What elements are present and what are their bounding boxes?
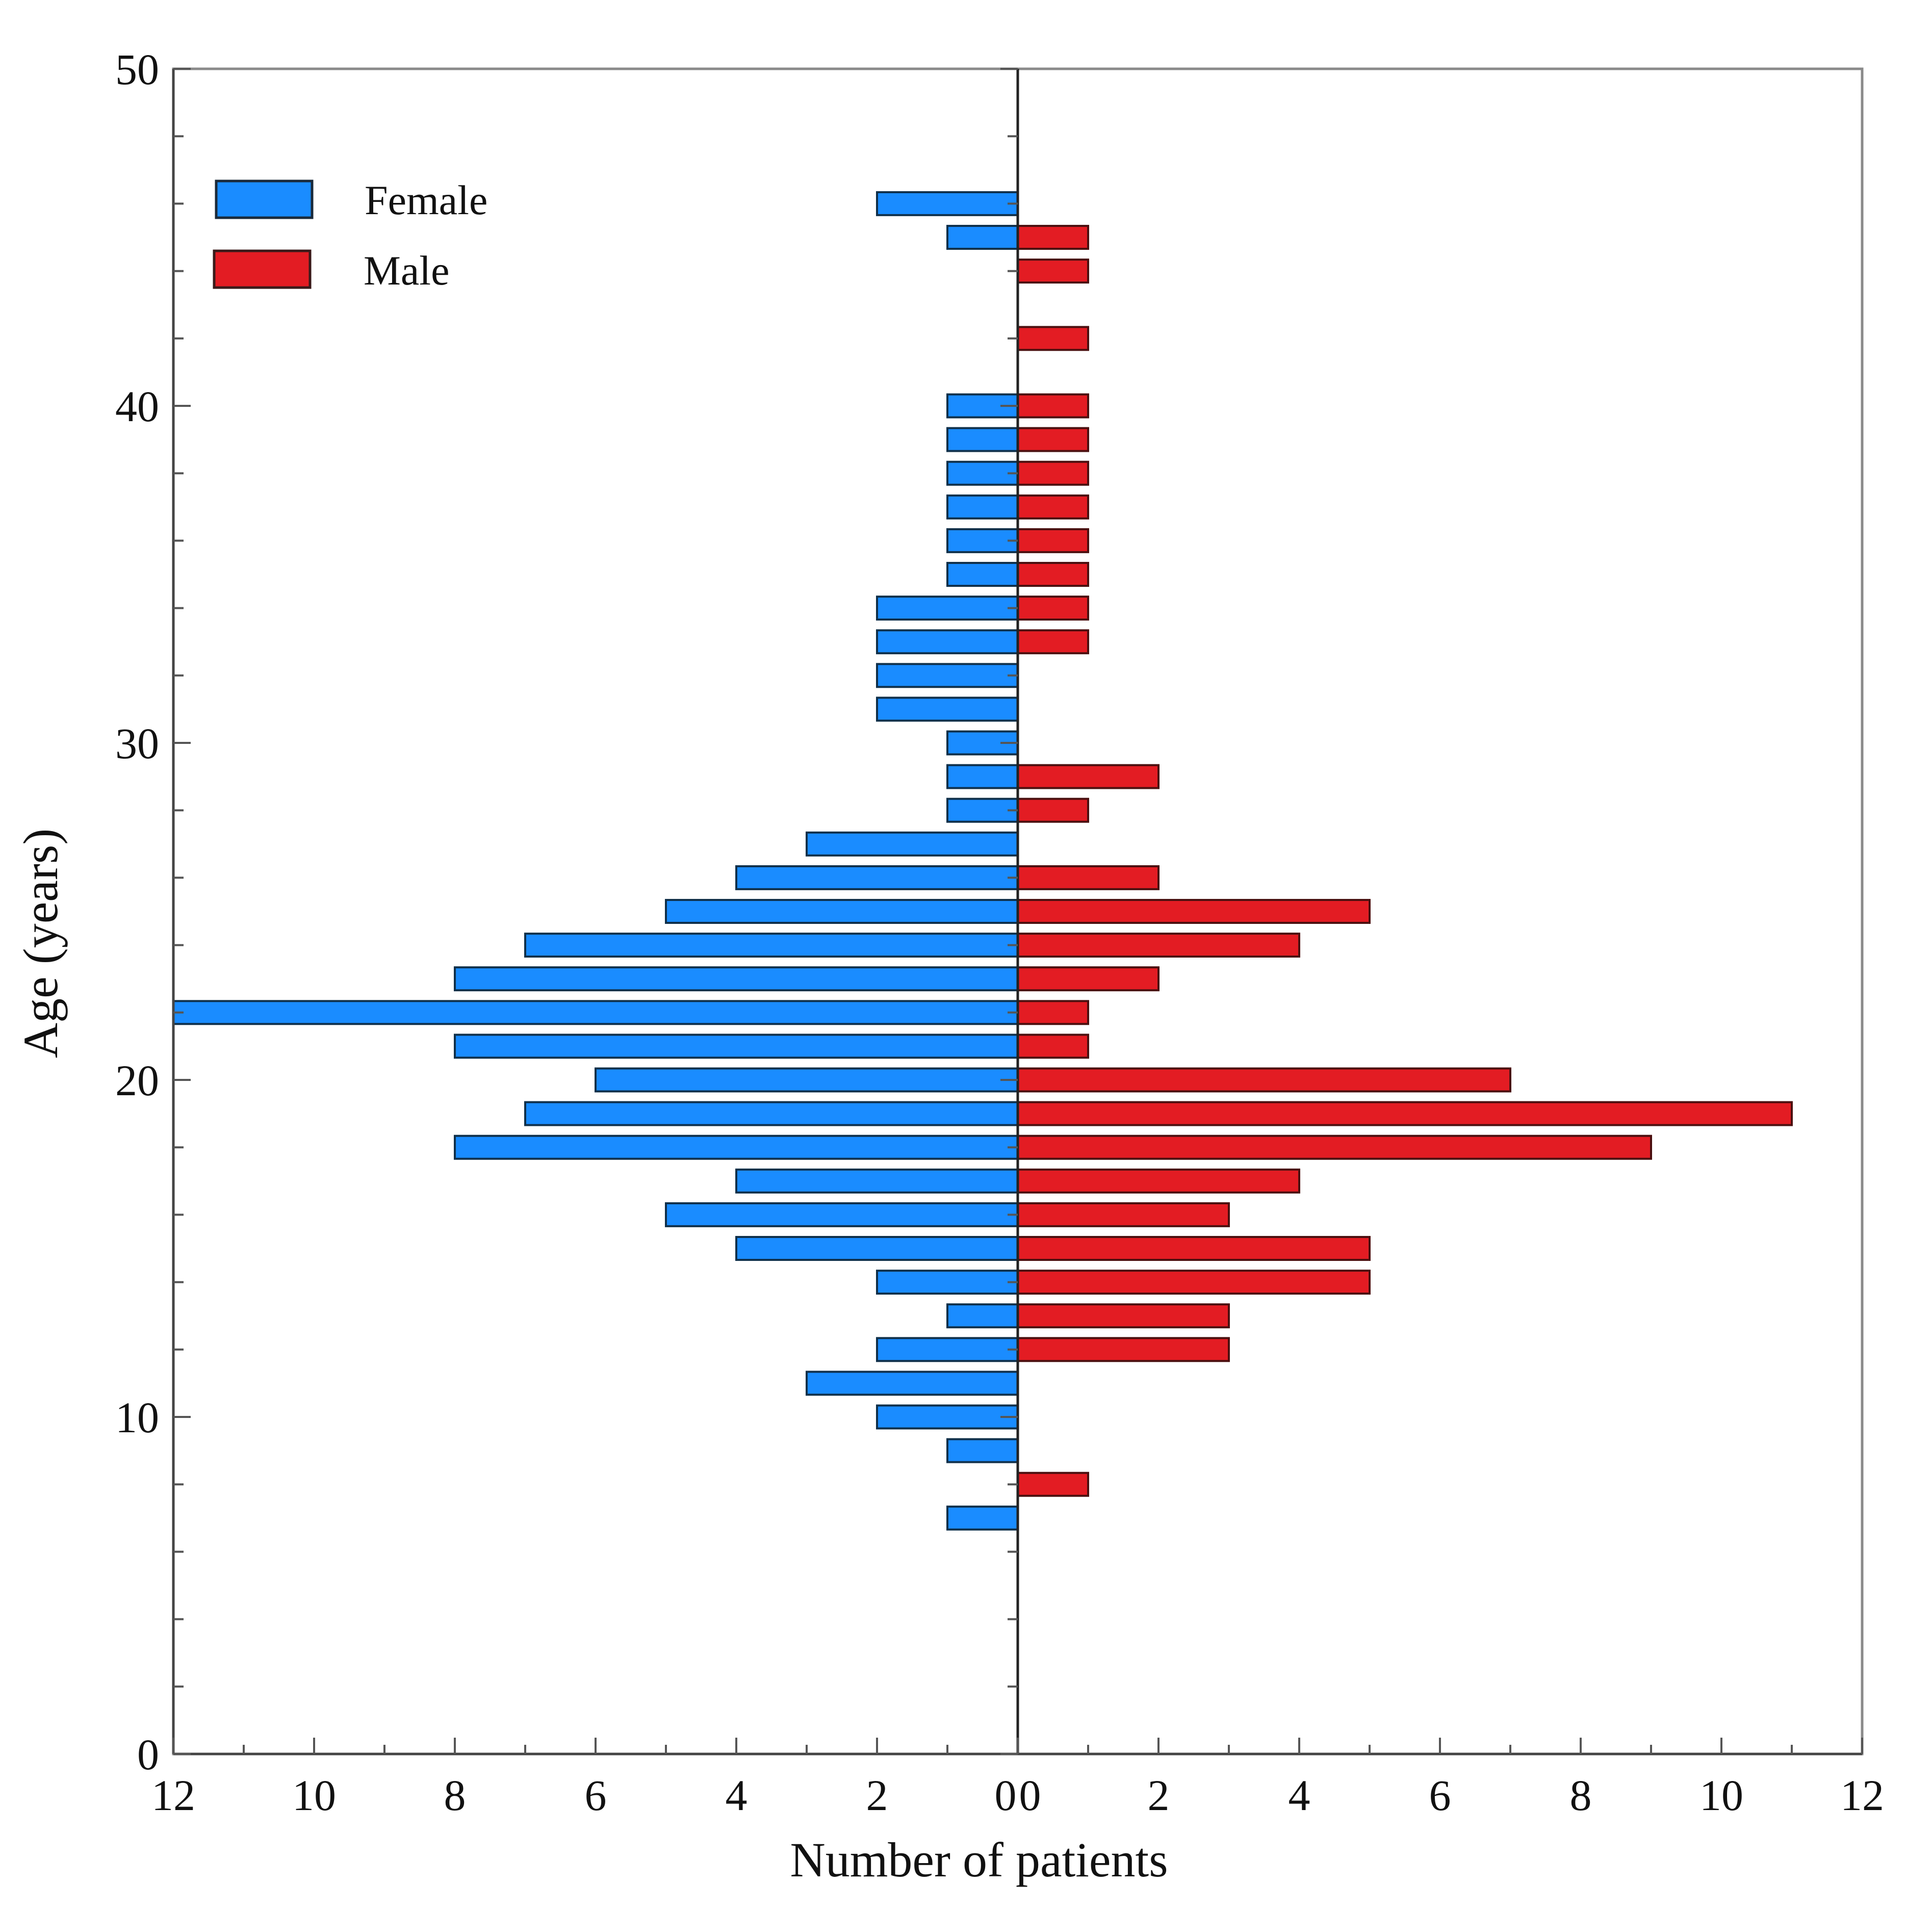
bar-male-age-34 — [1017, 596, 1089, 621]
bar-female-age-12 — [876, 1337, 1019, 1362]
bar-female-age-20 — [595, 1067, 1019, 1093]
legend-swatch-female — [215, 179, 314, 219]
y-tick-label: 50 — [115, 45, 159, 94]
bar-female-age-32 — [876, 663, 1019, 688]
x-left-tick-label: 10 — [292, 1771, 336, 1820]
bar-female-age-17 — [735, 1168, 1019, 1194]
x-right-tick-label: 6 — [1429, 1771, 1451, 1820]
bar-female-age-22 — [172, 1000, 1019, 1025]
x-left-tick-label: 2 — [866, 1771, 888, 1820]
bar-male-age-37 — [1017, 494, 1089, 520]
bar-female-age-10 — [876, 1404, 1019, 1430]
bar-female-age-18 — [454, 1134, 1019, 1160]
bar-male-age-36 — [1017, 528, 1089, 553]
bar-male-age-18 — [1017, 1134, 1652, 1160]
x-axis-title: Number of patients — [790, 1832, 1168, 1887]
bar-female-age-26 — [735, 865, 1019, 890]
bar-female-age-21 — [454, 1034, 1019, 1059]
bars — [172, 191, 1793, 1531]
bar-female-age-36 — [946, 528, 1019, 553]
bar-male-age-29 — [1017, 764, 1160, 789]
bar-male-age-21 — [1017, 1034, 1089, 1059]
legend: Female Male — [213, 177, 487, 294]
bar-female-age-37 — [946, 494, 1019, 520]
x-right-tick-label: 10 — [1699, 1771, 1743, 1820]
bar-male-age-40 — [1017, 393, 1089, 419]
y-tick-label: 0 — [137, 1730, 159, 1779]
x-left-tick-label: 0 — [995, 1771, 1017, 1820]
bar-female-age-28 — [946, 797, 1019, 823]
axes — [172, 68, 1863, 1756]
bar-female-age-46 — [876, 191, 1019, 216]
y-tick-label: 20 — [115, 1056, 159, 1105]
bar-male-age-45 — [1017, 225, 1089, 250]
bar-male-age-28 — [1017, 797, 1089, 823]
bar-male-age-39 — [1017, 427, 1089, 452]
legend-label-male: Male — [364, 247, 449, 294]
bar-male-age-35 — [1017, 562, 1089, 587]
bar-female-age-24 — [524, 933, 1019, 958]
bar-male-age-20 — [1017, 1067, 1511, 1093]
y-tick-label: 40 — [115, 382, 159, 431]
x-left-tick-label: 6 — [585, 1771, 607, 1820]
bar-female-age-11 — [806, 1371, 1019, 1396]
x-right-tick-label: 4 — [1289, 1771, 1310, 1820]
bar-male-age-44 — [1017, 259, 1089, 284]
bar-male-age-12 — [1017, 1337, 1230, 1362]
y-tick-label: 30 — [115, 719, 159, 768]
bar-female-age-25 — [665, 899, 1019, 924]
bar-female-age-29 — [946, 764, 1019, 789]
bar-female-age-38 — [946, 460, 1019, 486]
x-left-tick-label: 8 — [444, 1771, 466, 1820]
bar-male-age-38 — [1017, 460, 1089, 486]
bar-female-age-27 — [806, 831, 1019, 857]
bar-male-age-26 — [1017, 865, 1160, 890]
bar-female-age-16 — [665, 1202, 1019, 1227]
bar-male-age-42 — [1017, 326, 1089, 351]
bar-female-age-13 — [946, 1303, 1019, 1329]
bar-female-age-9 — [946, 1438, 1019, 1463]
bar-male-age-17 — [1017, 1168, 1300, 1194]
bar-male-age-33 — [1017, 629, 1089, 655]
x-right-tick-label: 8 — [1570, 1771, 1592, 1820]
bar-male-age-25 — [1017, 899, 1371, 924]
bar-male-age-22 — [1017, 1000, 1089, 1025]
bar-female-age-45 — [946, 225, 1019, 250]
x-left-tick-label: 12 — [151, 1771, 195, 1820]
x-right-tick-label: 0 — [1019, 1771, 1041, 1820]
bar-male-age-23 — [1017, 966, 1160, 992]
bar-male-age-14 — [1017, 1270, 1371, 1295]
bar-male-age-19 — [1017, 1101, 1793, 1126]
bar-female-age-19 — [524, 1101, 1019, 1126]
y-tick-label: 10 — [115, 1393, 159, 1442]
bar-female-age-7 — [946, 1505, 1019, 1531]
bar-female-age-39 — [946, 427, 1019, 452]
x-right-tick-label: 12 — [1840, 1771, 1884, 1820]
x-left-tick-label: 4 — [726, 1771, 748, 1820]
bar-male-age-8 — [1017, 1472, 1089, 1497]
bar-male-age-15 — [1017, 1236, 1371, 1261]
bar-male-age-16 — [1017, 1202, 1230, 1227]
bar-female-age-34 — [876, 596, 1019, 621]
bar-female-age-31 — [876, 696, 1019, 722]
bar-female-age-14 — [876, 1270, 1019, 1295]
bar-male-age-24 — [1017, 933, 1300, 958]
x-right-tick-label: 2 — [1148, 1771, 1170, 1820]
bar-female-age-15 — [735, 1236, 1019, 1261]
bar-male-age-13 — [1017, 1303, 1230, 1329]
legend-label-female: Female — [365, 177, 487, 223]
bar-female-age-35 — [946, 562, 1019, 587]
bar-female-age-33 — [876, 629, 1019, 655]
legend-swatch-male — [213, 249, 312, 289]
bar-female-age-23 — [454, 966, 1019, 992]
y-axis-title: Age (years) — [13, 829, 68, 1058]
